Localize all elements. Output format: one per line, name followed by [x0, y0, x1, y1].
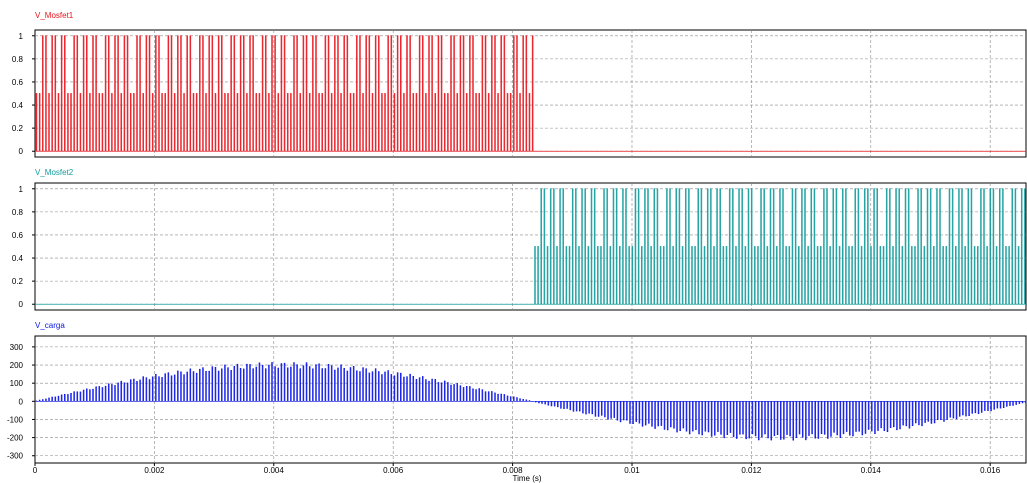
chart-panel-2: V_Mosfet2 0 0.2 0.4 0.6 0.8 1	[12, 168, 1027, 311]
series-line	[35, 188, 1027, 305]
y-tick-label: 0.8	[12, 208, 24, 217]
y-tick-label: 300	[10, 343, 24, 352]
x-tick-label: 0.014	[861, 466, 882, 475]
x-tick-label: 0.01	[624, 466, 640, 475]
x-tick-label: 0.006	[383, 466, 404, 475]
y-tick-label: 1	[19, 32, 24, 41]
y-tick-label: -300	[7, 452, 24, 461]
x-tick-label: 0.012	[741, 466, 762, 475]
x-axis-title: Time (s)	[512, 474, 541, 483]
y-tick-label: 0.6	[12, 78, 24, 87]
y-tick-label: 0	[19, 147, 24, 156]
y-tick-label: 0.2	[12, 277, 24, 286]
x-tick-label: 0.008	[503, 466, 524, 475]
panel-title: V_Mosfet2	[35, 168, 74, 177]
x-tick-label: 0.016	[980, 466, 1001, 475]
y-tick-label: 0.8	[12, 55, 24, 64]
chart-panel-1: V_Mosfet1 0 0.2 0.4 0.6 0.8 1	[12, 11, 1027, 158]
y-tick-label: 200	[10, 361, 24, 370]
series-line	[35, 35, 1026, 152]
panel-title: V_Mosfet1	[35, 11, 74, 20]
x-tick-label: 0.004	[264, 466, 285, 475]
y-tick-label: 1	[19, 185, 24, 194]
y-tick-label: 0.2	[12, 124, 24, 133]
y-tick-label: -100	[7, 415, 24, 424]
y-tick-label: 0	[19, 397, 24, 406]
y-tick-label: 0	[19, 300, 24, 309]
y-tick-label: -200	[7, 434, 24, 443]
x-tick-label: 0	[33, 466, 38, 475]
y-tick-label: 0.4	[12, 254, 24, 263]
y-tick-label: 0.6	[12, 231, 24, 240]
x-axis: 0 0.002 0.004 0.006 0.008 0.01 0.012 0.014 0.016	[33, 463, 1001, 475]
series-line	[35, 362, 1027, 441]
y-tick-label: 100	[10, 379, 24, 388]
panel-title: V_carga	[35, 321, 65, 330]
y-tick-label: 0.4	[12, 101, 24, 110]
chart-panel-3: V_carga -300 -200 -100 0 100 200 300	[7, 321, 1027, 464]
x-tick-label: 0.002	[144, 466, 165, 475]
